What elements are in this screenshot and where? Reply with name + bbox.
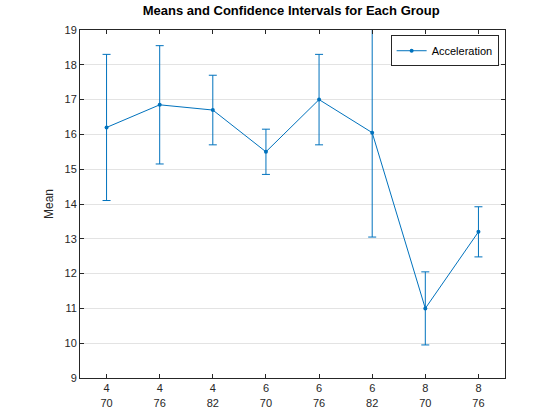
svg-text:Means and Confidence Intervals: Means and Confidence Intervals for Each …: [143, 3, 440, 18]
svg-text:Mean: Mean: [42, 189, 56, 219]
svg-text:476: 476: [154, 382, 166, 408]
svg-text:17: 17: [65, 93, 77, 105]
svg-text:14: 14: [65, 198, 77, 210]
svg-text:12: 12: [65, 267, 77, 279]
svg-text:482: 482: [207, 382, 219, 408]
svg-text:15: 15: [65, 163, 77, 175]
svg-text:11: 11: [65, 302, 76, 314]
svg-text:682: 682: [366, 382, 378, 408]
svg-text:13: 13: [65, 233, 77, 245]
svg-text:470: 470: [100, 382, 112, 408]
svg-text:870: 870: [419, 382, 431, 408]
svg-text:19: 19: [65, 24, 77, 36]
svg-text:18: 18: [65, 59, 77, 71]
svg-text:16: 16: [65, 128, 77, 140]
svg-text:9: 9: [71, 372, 77, 384]
svg-text:Acceleration: Acceleration: [432, 45, 493, 57]
svg-text:876: 876: [472, 382, 484, 408]
svg-text:10: 10: [65, 337, 77, 349]
svg-text:676: 676: [313, 382, 325, 408]
svg-text:670: 670: [260, 382, 272, 408]
